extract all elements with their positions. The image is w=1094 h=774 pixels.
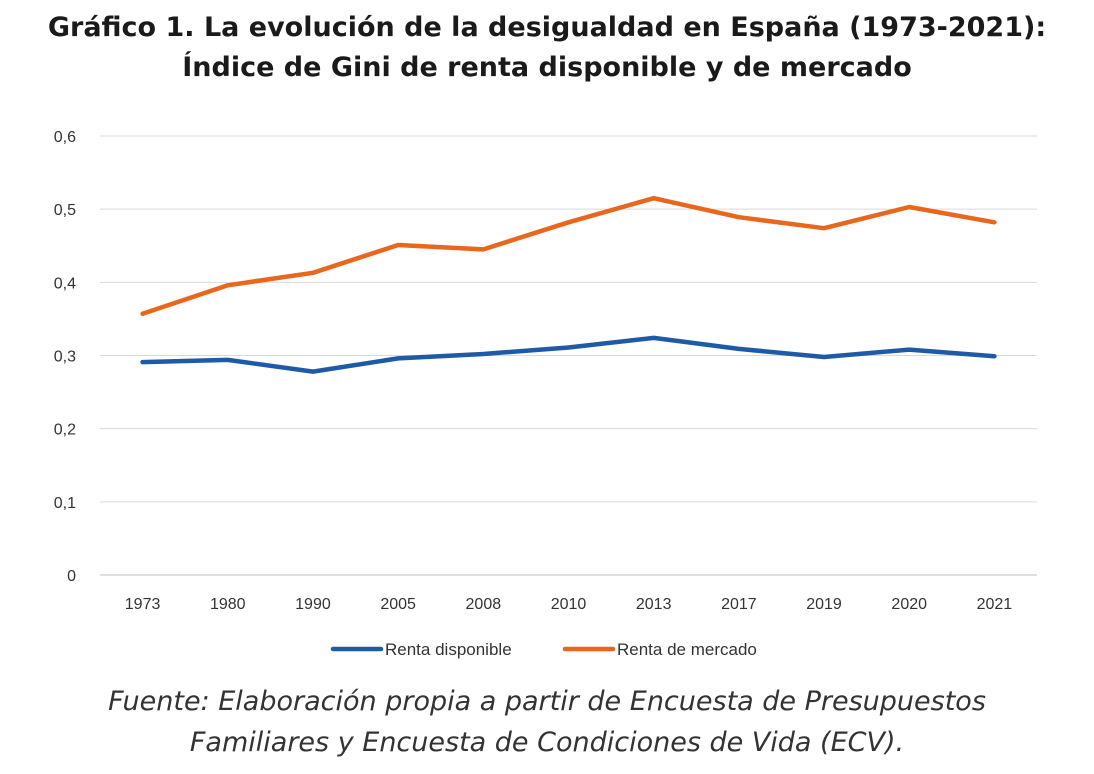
y-tick-label: 0,5 bbox=[54, 202, 76, 219]
x-tick-label: 2021 bbox=[977, 596, 1013, 613]
y-tick-label: 0,2 bbox=[54, 422, 76, 439]
x-tick-label: 2017 bbox=[721, 596, 757, 613]
y-tick-label: 0,4 bbox=[54, 275, 76, 292]
y-axis-ticks: 0 0,1 0,2 0,3 0,4 0,5 0,6 bbox=[54, 129, 76, 585]
y-tick-label: 0,3 bbox=[54, 349, 76, 366]
chart-title-line1: Gráfico 1. La evolución de la desigualda… bbox=[47, 12, 1047, 43]
series-line-2 bbox=[140, 195, 997, 317]
series-line-1 bbox=[140, 335, 997, 374]
x-tick-label: 2005 bbox=[380, 596, 416, 613]
x-tick-label: 2020 bbox=[891, 596, 927, 613]
x-tick-label: 2013 bbox=[636, 596, 672, 613]
x-tick-label: 2019 bbox=[806, 596, 842, 613]
legend-label: Renta disponible bbox=[385, 640, 512, 659]
x-tick-label: 1980 bbox=[210, 596, 246, 613]
gridlines bbox=[100, 135, 1037, 576]
y-tick-label: 0,1 bbox=[54, 495, 76, 512]
series-lines bbox=[140, 195, 997, 374]
x-tick-label: 1990 bbox=[295, 596, 331, 613]
source-note-line2: Familiares y Encuesta de Condiciones de … bbox=[189, 727, 905, 758]
line-chart: 0 0,1 0,2 0,3 0,4 0,5 0,6 1973 1980 1990 2005 2008… bbox=[54, 129, 1037, 659]
x-tick-label: 1973 bbox=[125, 596, 161, 613]
y-tick-label: 0 bbox=[67, 568, 76, 585]
x-tick-label: 2008 bbox=[466, 596, 502, 613]
x-axis-ticks: 1973 1980 1990 2005 2008 2010 2013 2017 2019 2020… bbox=[125, 596, 1013, 613]
legend: Renta disponible Renta de mercado bbox=[330, 640, 757, 659]
x-tick-label: 2010 bbox=[551, 596, 587, 613]
chart-title-line2: Índice de Gini de renta disponible y de … bbox=[182, 52, 912, 83]
y-tick-label: 0,6 bbox=[54, 129, 76, 146]
legend-label: Renta de mercado bbox=[617, 640, 757, 659]
source-note-line1: Fuente: Elaboración propia a partir de E… bbox=[108, 686, 986, 717]
